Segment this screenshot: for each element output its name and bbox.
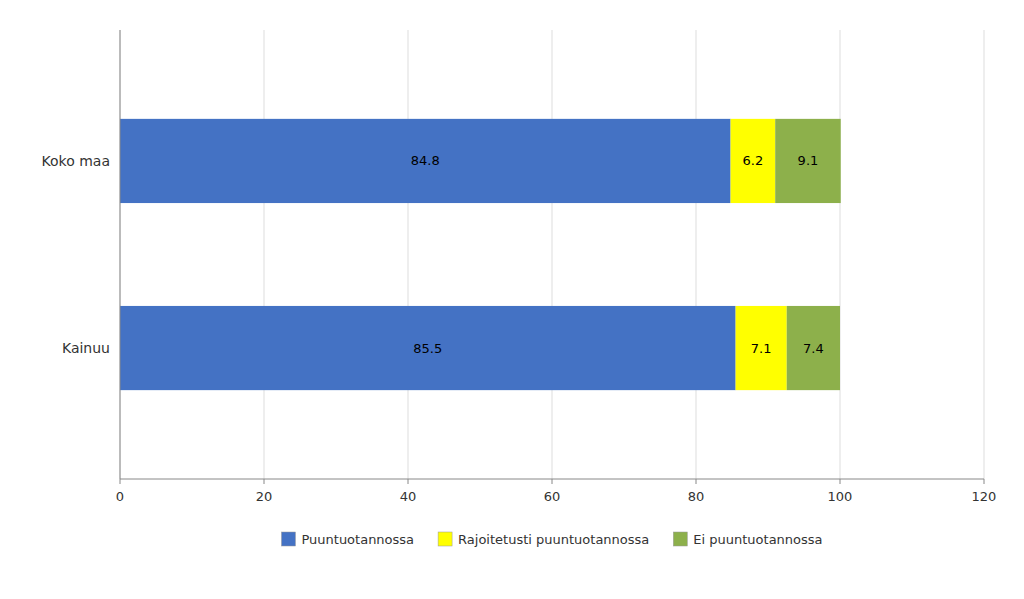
legend-item: Ei puuntuotannossa [673,532,822,547]
legend-item: Puuntuotannossa [281,532,414,547]
data-labels: 84.8 85.5 6.2 7.1 9.1 7.4 [411,153,824,355]
tick-label: 20 [256,489,273,504]
legend-swatch [438,532,452,546]
data-label: 9.1 [798,153,819,168]
data-label: 7.4 [803,341,824,356]
grid-line [984,30,985,479]
data-label: 7.1 [751,341,772,356]
bar-segment [731,119,776,203]
chart-svg: 0 20 40 60 80 100 120 84.8 85.5 6.2 7.1 9.1 7.4 Koko … [0,0,1024,599]
bar-segment [736,306,787,390]
page: {"chart_data": {"type": "bar", "orientat… [0,0,1024,599]
grid [120,30,984,479]
grid-line [840,30,841,479]
x-axis-line [120,479,984,480]
bar-segment [120,119,731,203]
legend: Puuntuotannossa Rajoitetusti puuntuotanno… [281,532,822,547]
tick-mark [264,479,265,484]
tick-mark [408,479,409,484]
tick-label: 80 [688,489,705,504]
bar-segment [787,306,840,390]
legend-label: Puuntuotannossa [301,532,414,547]
grid-line [120,30,121,479]
bar-segment [120,306,736,390]
tick-mark [696,479,697,484]
y-axis: Koko maa Kainuu [42,153,110,356]
legend-item: Rajoitetusti puuntuotannossa [438,532,649,547]
legend-swatch [281,532,295,546]
tick-mark [840,479,841,484]
data-label: 85.5 [413,341,442,356]
tick-label: 0 [116,489,124,504]
tick-label: 60 [544,489,561,504]
x-axis: 0 20 40 60 80 100 120 [116,479,997,504]
legend-label: Rajoitetusti puuntuotannossa [458,532,649,547]
tick-label: 100 [828,489,853,504]
grid-line [408,30,409,479]
grid-line [696,30,697,479]
legend-swatch [673,532,687,546]
tick-mark [120,479,121,484]
chart-container: 0 20 40 60 80 100 120 84.8 85.5 6.2 7.1 9.1 7.4 Koko … [0,0,1024,599]
tick-mark [552,479,553,484]
legend-label: Ei puuntuotannossa [693,532,822,547]
bars [120,119,841,390]
tick-mark [984,479,985,484]
data-label: 84.8 [411,153,440,168]
category-label: Koko maa [42,153,110,169]
grid-line [552,30,553,479]
tick-label: 40 [400,489,417,504]
grid-line [264,30,265,479]
data-label: 6.2 [743,153,764,168]
y-axis-line [120,30,121,479]
category-label: Kainuu [62,340,110,356]
bar-segment [775,119,841,203]
tick-label: 120 [972,489,997,504]
